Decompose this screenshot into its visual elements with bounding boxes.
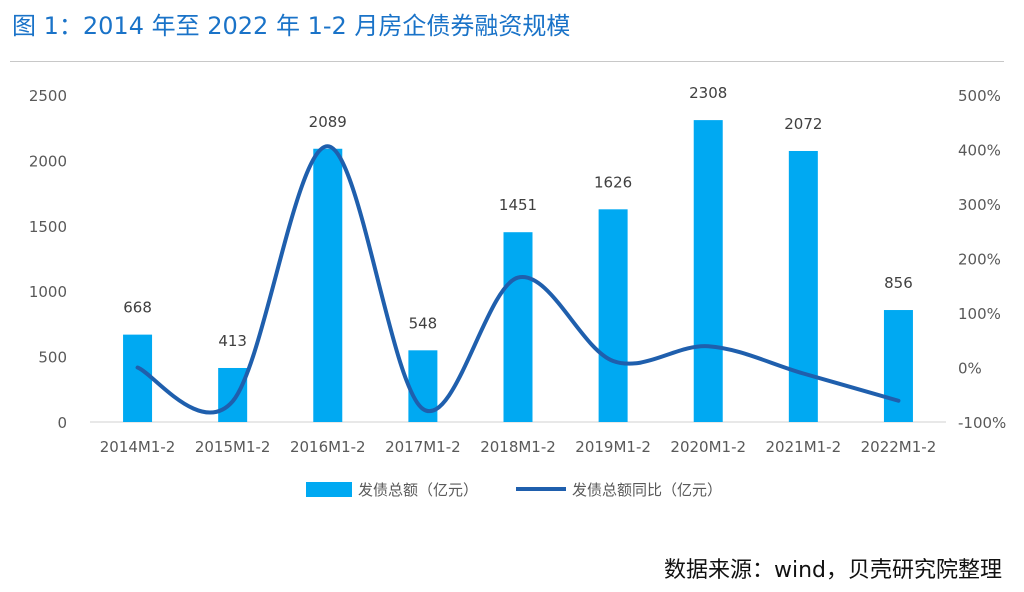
y-tick-label: 2500 (29, 87, 67, 105)
y-tick-label: 0 (57, 414, 67, 432)
x-tick-label: 2017M1-2 (385, 438, 461, 456)
x-tick-label: 2019M1-2 (575, 438, 651, 456)
y-tick-label: 1500 (29, 218, 67, 236)
title-divider (10, 61, 1004, 62)
bar (883, 310, 913, 422)
bar-data-label: 2308 (689, 84, 727, 102)
bar-data-label: 548 (409, 314, 438, 332)
bar (693, 120, 723, 423)
x-tick-label: 2022M1-2 (861, 438, 937, 456)
bar (503, 232, 533, 422)
bar (313, 148, 343, 423)
y-tick-label: 2000 (29, 152, 67, 170)
y2-tick-label: 200% (958, 251, 1001, 269)
bar (123, 334, 153, 422)
y-tick-label: 1000 (29, 283, 67, 301)
x-tick-label: 2021M1-2 (766, 438, 842, 456)
legend-bar-swatch (306, 482, 352, 497)
x-tick-label: 2014M1-2 (100, 438, 176, 456)
bar-data-label: 1451 (499, 196, 537, 214)
legend-line-label: 发债总额同比（亿元） (572, 481, 722, 499)
yoy-line-series (135, 144, 901, 415)
bar-data-label: 2072 (784, 115, 822, 133)
x-tick-label: 2015M1-2 (195, 438, 271, 456)
bar-data-label: 1626 (594, 173, 632, 191)
bar-data-label: 2089 (309, 113, 347, 131)
figure-title: 图 1：2014 年至 2022 年 1-2 月房企债券融资规模 (12, 12, 571, 40)
y2-tick-label: 100% (958, 305, 1001, 323)
x-tick-label: 2018M1-2 (480, 438, 556, 456)
bar (788, 150, 818, 422)
y-tick-label: 500 (38, 349, 67, 367)
y2-tick-label: -100% (958, 414, 1006, 432)
bar-data-label: 413 (218, 332, 247, 350)
source-note: 数据来源：wind，贝壳研究院整理 (663, 558, 1002, 583)
x-tick-label: 2020M1-2 (670, 438, 746, 456)
bar-data-label: 668 (123, 299, 152, 317)
bar-data-label: 856 (884, 274, 913, 292)
y2-tick-label: 500% (958, 87, 1001, 105)
y2-tick-label: 400% (958, 142, 1001, 160)
bar (598, 209, 628, 422)
x-tick-label: 2016M1-2 (290, 438, 366, 456)
y2-tick-label: 300% (958, 196, 1001, 214)
y2-tick-label: 0% (958, 360, 982, 378)
bar (218, 367, 248, 422)
legend-bar-label: 发债总额（亿元） (358, 481, 478, 499)
